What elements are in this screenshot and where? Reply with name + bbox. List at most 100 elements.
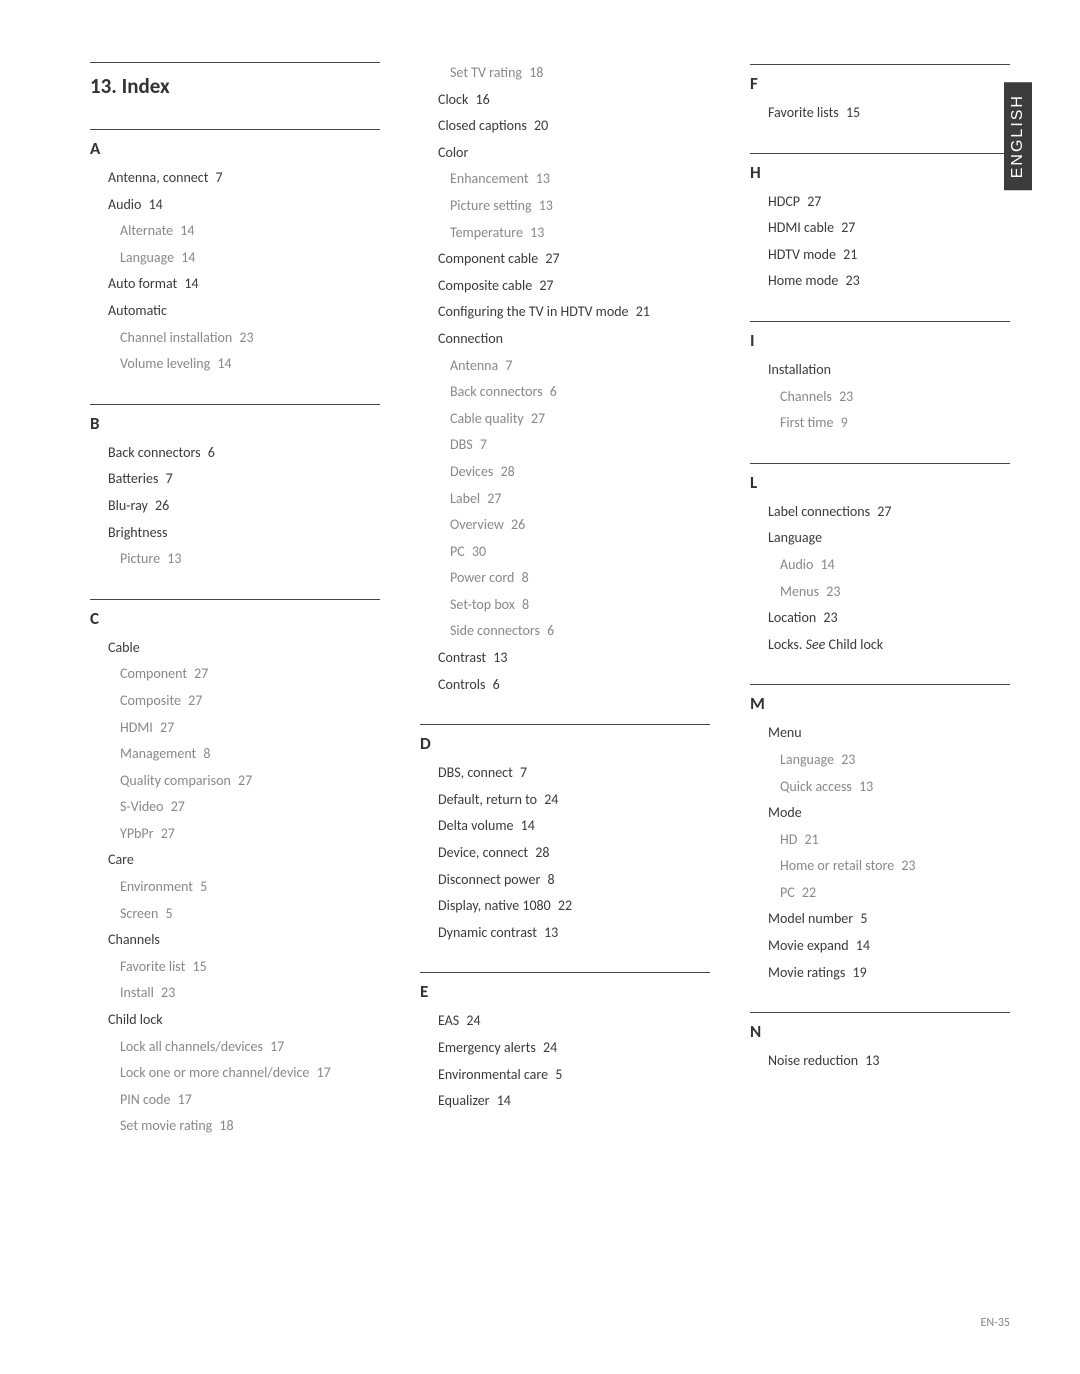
entry-term: Automatic [108, 302, 167, 319]
index-entry: Child lock [90, 1007, 380, 1034]
entry-term: PC [780, 884, 795, 901]
index-list: MenuLanguage 23Quick access 13ModeHD 21H… [750, 720, 1010, 986]
index-entry: YPbPr 27 [90, 821, 380, 848]
entry-term: Home or retail store [780, 857, 894, 874]
index-list: Label connections 27LanguageAudio 14Menu… [750, 499, 1010, 632]
entry-term: Overview [450, 516, 504, 533]
index-entry: Menus 23 [750, 579, 1010, 606]
entry-term: Child lock [108, 1011, 163, 1028]
index-list: Antenna, connect 7Audio 14Alternate 14La… [90, 165, 380, 378]
entry-term: Clock [438, 91, 468, 108]
index-entry: DBS, connect 7 [420, 760, 710, 787]
section-m: M MenuLanguage 23Quick access 13ModeHD 2… [750, 684, 1010, 986]
index-entry: Automatic [90, 298, 380, 325]
index-list: Back connectors 6Batteries 7Blu-ray 26Br… [90, 440, 380, 573]
index-list: EAS 24Emergency alerts 24Environmental c… [420, 1008, 710, 1114]
index-entry: HDTV mode 21 [750, 242, 1010, 269]
entry-term: Lock all channels/devices [120, 1038, 263, 1055]
entry-term: Brightness [108, 524, 168, 541]
entry-term: Configuring the TV in HDTV mode [438, 303, 629, 320]
entry-page: 24 [463, 1012, 480, 1029]
entry-page: 21 [633, 303, 650, 320]
entry-term: Display, native 1080 [438, 897, 551, 914]
index-entry: S-Video 27 [90, 794, 380, 821]
entry-term: Environmental care [438, 1066, 548, 1083]
index-entry-locks: Locks. See Child lock [750, 632, 1010, 659]
section-rule [750, 684, 1010, 685]
index-entry: Quick access 13 [750, 774, 1010, 801]
section-rule [750, 1012, 1010, 1013]
letter-heading: E [420, 981, 710, 1002]
column-3: F Favorite lists 15 H HDCP 27HDMI cable … [750, 60, 1010, 1166]
entry-page: 13 [541, 924, 558, 941]
section-n: N Noise reduction 13 [750, 1012, 1010, 1075]
entry-page: 7 [212, 169, 222, 186]
entry-term: Quick access [780, 778, 852, 795]
entry-page: 21 [840, 246, 857, 263]
index-entry: Movie expand 14 [750, 933, 1010, 960]
entry-term: Enhancement [450, 170, 529, 187]
section-rule [750, 321, 1010, 322]
index-entry: PC 22 [750, 880, 1010, 907]
index-entry: Environment 5 [90, 874, 380, 901]
index-entry: Favorite list 15 [90, 954, 380, 981]
index-entry: Lock one or more channel/device 17 [90, 1060, 380, 1087]
entry-term: Dynamic contrast [438, 924, 537, 941]
index-entry: Install 23 [90, 980, 380, 1007]
index-entry: Dynamic contrast 13 [420, 920, 710, 947]
letter-heading: I [750, 330, 1010, 351]
index-entry: Picture 13 [90, 546, 380, 573]
entry-page: 27 [235, 772, 252, 789]
section-d: D DBS, connect 7Default, return to 24Del… [420, 724, 710, 946]
index-entry: Audio 14 [90, 192, 380, 219]
letter-heading: N [750, 1021, 1010, 1042]
index-entry: Channel installation 23 [90, 325, 380, 352]
entry-term: Care [108, 851, 134, 868]
index-entry: Environmental care 5 [420, 1062, 710, 1089]
entry-term: Batteries [108, 470, 158, 487]
entry-term: Devices [450, 463, 493, 480]
entry-term: Lock one or more channel/device [120, 1064, 309, 1081]
entry-term: Language [120, 249, 174, 266]
entry-term: S-Video [120, 798, 164, 815]
index-entry: Installation [750, 357, 1010, 384]
entry-term: Quality comparison [120, 772, 231, 789]
entry-page: 14 [177, 222, 194, 239]
entry-page: 18 [526, 64, 543, 81]
index-entry: Favorite lists 15 [750, 100, 1010, 127]
entry-page: 23 [236, 329, 253, 346]
entry-page: 7 [162, 470, 172, 487]
entry-term: Delta volume [438, 817, 513, 834]
entry-term: DBS, connect [438, 764, 513, 781]
entry-term: Side connectors [450, 622, 540, 639]
index-entry: DBS 7 [420, 432, 710, 459]
entry-page: 18 [216, 1117, 233, 1134]
index-entry: Channels 23 [750, 384, 1010, 411]
index-entry: Screen 5 [90, 901, 380, 928]
entry-page: 9 [837, 414, 847, 431]
section-rule [90, 404, 380, 405]
entry-page: 27 [158, 825, 175, 842]
section-e: E EAS 24Emergency alerts 24Environmental… [420, 972, 710, 1114]
entry-term: Composite cable [438, 277, 532, 294]
letter-heading: D [420, 733, 710, 754]
entry-term: Closed captions [438, 117, 527, 134]
entry-page: 7 [517, 764, 527, 781]
entry-term: HD [780, 831, 797, 848]
index-entry: Power cord 8 [420, 565, 710, 592]
index-list: DBS, connect 7Default, return to 24Delta… [420, 760, 710, 946]
entry-page: 26 [508, 516, 525, 533]
index-entry: Label connections 27 [750, 499, 1010, 526]
entry-term: Power cord [450, 569, 514, 586]
locks-see: See [806, 636, 826, 653]
index-entry: Mode [750, 800, 1010, 827]
entry-page: 6 [544, 622, 554, 639]
locks-ref: Child lock [828, 636, 883, 653]
index-list: CableComponent 27Composite 27HDMI 27Mana… [90, 635, 380, 1140]
index-entry: Emergency alerts 24 [420, 1035, 710, 1062]
entry-term: Component cable [438, 250, 538, 267]
entry-page: 17 [267, 1038, 284, 1055]
section-l: L Label connections 27LanguageAudio 14Me… [750, 463, 1010, 659]
entry-page: 28 [532, 844, 549, 861]
index-entry: Back connectors 6 [90, 440, 380, 467]
